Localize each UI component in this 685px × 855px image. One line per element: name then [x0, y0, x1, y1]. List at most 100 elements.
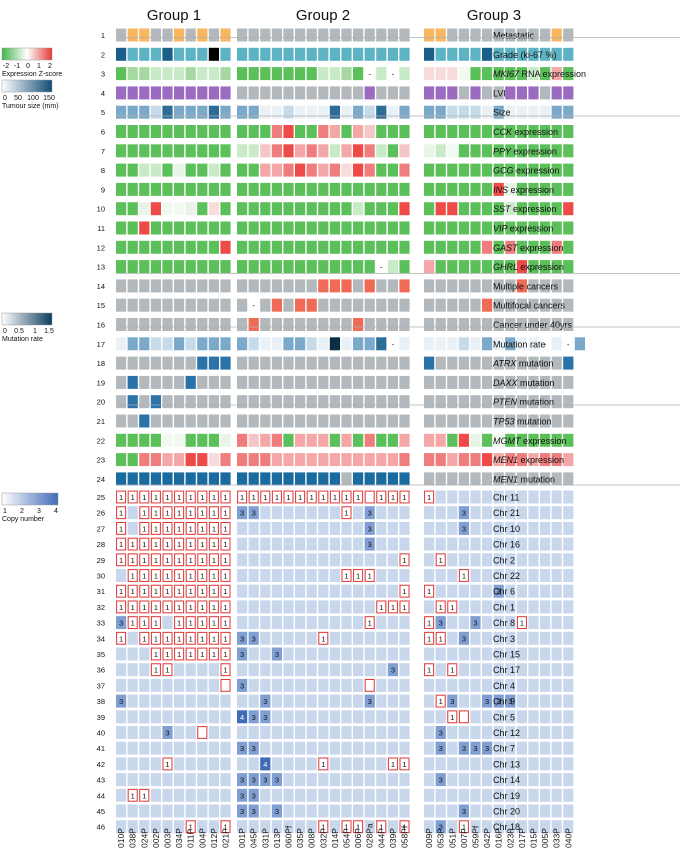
- cell-value: 1: [119, 603, 123, 612]
- copy-number-cell: [353, 663, 364, 677]
- cell-value: 1: [165, 556, 169, 565]
- heatmap-cell: [208, 375, 219, 389]
- copy-number-cell: [306, 600, 317, 614]
- heatmap-cell: [376, 433, 387, 447]
- copy-number-cell: [353, 537, 364, 551]
- cell-value: 1: [212, 540, 216, 549]
- copy-number-cell: [516, 537, 527, 551]
- copy-number-cell: [150, 741, 161, 755]
- row-label: MEN1 expression: [493, 455, 564, 465]
- heatmap-cell: [528, 202, 539, 216]
- heatmap-cell: [208, 453, 219, 467]
- heatmap-cell: [283, 279, 294, 293]
- heatmap-cell: [470, 356, 481, 370]
- copy-loss-marker: [318, 820, 329, 834]
- heatmap-cell: [341, 221, 352, 235]
- copy-loss-marker: [424, 616, 435, 630]
- heatmap-cell: [220, 47, 231, 61]
- heatmap-cell: [139, 279, 150, 293]
- copy-number-cell: [435, 506, 446, 520]
- heatmap-cell: [237, 202, 248, 216]
- heatmap-cell: [150, 414, 161, 428]
- heatmap-cell: [197, 105, 208, 119]
- copy-number-cell: [248, 616, 259, 630]
- heatmap-cell: [435, 260, 446, 274]
- heatmap-cell: [318, 182, 329, 196]
- heatmap-cell: [116, 375, 127, 389]
- copy-number-cell: [540, 569, 551, 582]
- copy-number-cell: [551, 726, 562, 739]
- heatmap-cell: [237, 260, 248, 274]
- sample-label: 015P: [529, 828, 539, 848]
- heatmap-cell: [341, 433, 352, 447]
- heatmap-cell: [341, 260, 352, 274]
- row-label: Chr 1: [493, 602, 515, 612]
- copy-number-cell: [260, 506, 271, 520]
- copy-number-cell: [283, 710, 294, 724]
- copy-number-cell: [364, 726, 375, 739]
- copy-number-cell: [248, 804, 259, 818]
- heatmap-cell: [493, 125, 504, 138]
- copy-number-cell: [329, 741, 340, 755]
- row-label: Metastatic: [493, 31, 535, 41]
- copy-number-cell: [482, 726, 493, 739]
- heatmap-cell: [329, 356, 340, 370]
- heatmap-cell: [376, 144, 387, 158]
- row-label: Chr 15: [493, 650, 520, 660]
- row-number: 41: [97, 744, 105, 753]
- cell-value: 1: [131, 791, 135, 800]
- copy-number-cell: [283, 788, 294, 802]
- copy-number-cell: [376, 678, 387, 692]
- cell-value: 1: [223, 823, 227, 832]
- heatmap-cell: [353, 47, 364, 61]
- row-number: 40: [97, 729, 105, 738]
- heatmap-cell: [528, 433, 539, 447]
- heatmap-cell: [237, 395, 248, 409]
- heatmap-cell: [341, 337, 352, 351]
- copy-number-cell: [260, 584, 271, 598]
- copy-number-cell: [353, 804, 364, 818]
- copy-number-cell: [295, 757, 306, 771]
- heatmap-cell: [551, 182, 562, 196]
- copy-number-cell: [353, 741, 364, 755]
- heatmap-cell: [127, 298, 138, 312]
- copy-number-cell: [540, 490, 551, 504]
- heatmap-cell: [318, 375, 329, 389]
- heatmap-cell: [174, 260, 185, 274]
- copy-number-cell: [435, 569, 446, 582]
- copy-number-cell: [220, 773, 231, 787]
- copy-number-cell: [185, 710, 196, 724]
- copy-number-cell: [493, 584, 504, 598]
- cell-value: 1: [154, 493, 158, 502]
- heatmap-cell: [197, 182, 208, 196]
- heatmap-cell: [295, 105, 306, 119]
- copy-number-cell: [482, 616, 493, 630]
- cell-value: 1: [212, 650, 216, 659]
- copy-number-cell: [248, 773, 259, 787]
- heatmap-cell: [424, 28, 435, 42]
- cell-value: 1: [119, 540, 123, 549]
- heatmap-cell: [185, 125, 196, 138]
- heatmap-cell: [540, 202, 551, 216]
- sample-label: 053P: [436, 828, 446, 848]
- heatmap-cell: [150, 163, 161, 177]
- heatmap-cell: [341, 86, 352, 100]
- sample-label: 011P: [186, 828, 196, 848]
- heatmap-cell: [376, 395, 387, 409]
- cell-value: 1: [212, 493, 216, 502]
- heatmap-cell: [516, 163, 527, 177]
- cell-value: 1: [450, 666, 454, 675]
- copy-number-cell: [458, 663, 469, 677]
- cell-value: 1: [520, 619, 524, 628]
- copy-number-cell: [470, 537, 481, 551]
- heatmap-cell: [341, 67, 352, 81]
- copy-number-cell: [127, 678, 138, 692]
- heatmap-cell: [208, 240, 219, 254]
- cell-value: 1: [142, 524, 146, 533]
- heatmap-cell: [482, 298, 493, 312]
- heatmap-cell: [458, 375, 469, 389]
- copy-number-cell: [306, 820, 317, 834]
- heatmap-cell: [197, 67, 208, 81]
- copy-number-cell: [470, 600, 481, 614]
- heatmap-cell: [248, 472, 259, 486]
